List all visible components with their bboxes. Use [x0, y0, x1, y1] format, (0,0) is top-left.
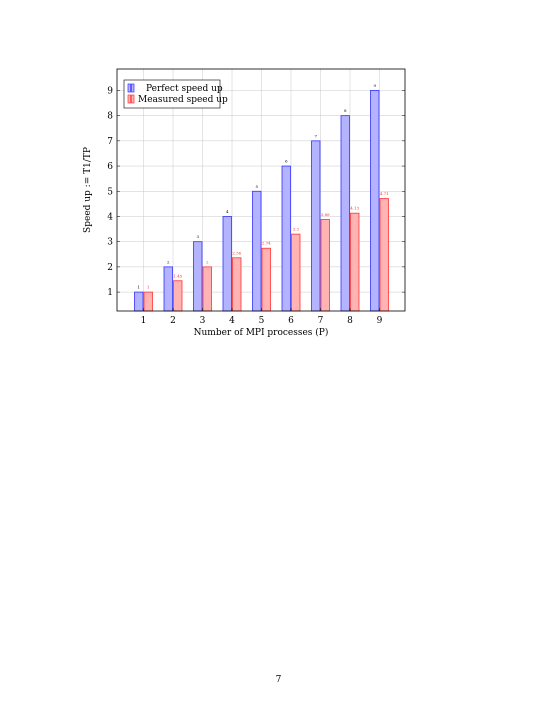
- perfect-speedup-label: 4: [226, 209, 229, 214]
- tick-marks: [117, 90, 405, 311]
- legend-box: [123, 79, 221, 109]
- x-tick-label: 7: [318, 316, 324, 326]
- perfect-speedup-bar: [370, 90, 380, 312]
- perfect-speedup-bar: [134, 291, 144, 312]
- data-labels: 1 2 3 4 5 6 7 8 9 1 1.45 2 2.36 2.74 3.3 3.88 4.13 4.71: [137, 83, 388, 290]
- perfect-speedup-bar: [281, 165, 291, 312]
- x-tick-label: 9: [377, 316, 383, 326]
- x-tick-label: 6: [288, 316, 294, 326]
- measured-speedup-label: 3.88: [321, 212, 330, 217]
- x-axis-label: Number of MPI processes (P): [194, 327, 329, 338]
- x-tick-label: 1: [141, 316, 147, 326]
- legend-entry: Perfect speed up: [146, 84, 223, 94]
- measured-speedup-bar: [232, 257, 242, 312]
- perfect-speedup-label: 6: [285, 159, 288, 164]
- legend-swatch: [127, 94, 131, 104]
- y-tick-label: 4: [107, 212, 113, 222]
- measured-speedup-label: 4.71: [380, 191, 389, 196]
- perfect-speedup-bar: [163, 266, 173, 312]
- y-tick-label: 9: [107, 86, 113, 96]
- measured-speedup-label: 2: [206, 259, 209, 264]
- perfect-speedup-bar: [311, 140, 321, 312]
- y-axis-label: Speed up := T1/TP: [83, 147, 93, 233]
- measured-speedup-bar: [379, 198, 389, 312]
- page-number: 7: [275, 675, 282, 685]
- perfect-speedup-label: 3: [196, 234, 199, 239]
- x-tick-label: 2: [170, 316, 176, 326]
- plot-frame: [116, 68, 406, 312]
- perfect-speedup-bar: [193, 241, 203, 312]
- y-tick-label: 3: [107, 238, 113, 248]
- measured-speedup-bar: [143, 291, 153, 312]
- measured-speedup-label: 1: [147, 285, 150, 290]
- measured-speedup-bar: [261, 247, 271, 312]
- measured-speedup-label: 2.74: [262, 241, 271, 246]
- x-tick-label: 5: [259, 316, 265, 326]
- perfect-speedup-label: 2: [167, 259, 170, 264]
- y-tick-labels: 1 2 3 4 5 6 7 8 9: [107, 86, 113, 298]
- measured-speedup-bar: [202, 266, 212, 312]
- measured-speedup-label: 1.45: [173, 273, 182, 278]
- perfect-speedup-label: 1: [137, 285, 140, 290]
- x-tick-labels: 1 2 3 4 5 6 7 8 9: [141, 316, 383, 326]
- legend-swatch: [131, 94, 135, 104]
- measured-speedup-label: 2.36: [232, 250, 241, 255]
- measured-speedup-bar: [320, 219, 330, 312]
- perfect-speedup-label: 7: [314, 133, 317, 138]
- x-tick-label: 8: [347, 316, 353, 326]
- measured-speedup-bar: [350, 212, 360, 312]
- perfect-speedup-label: 5: [255, 184, 258, 189]
- perfect-speedup-bar: [340, 115, 350, 312]
- y-tick-label: 6: [107, 162, 113, 172]
- y-tick-label: 8: [107, 112, 113, 122]
- perfect-speedup-label: 9: [373, 83, 376, 88]
- perfect-speedup-bar: [252, 190, 262, 312]
- measured-speedup-bar: [173, 280, 183, 312]
- measured-speedup-label: 3.3: [293, 227, 300, 232]
- measured-speedup-bar: [291, 233, 301, 312]
- legend-entry: Measured speed up: [138, 95, 228, 105]
- legend-swatch: [131, 83, 135, 93]
- y-tick-label: 2: [107, 263, 113, 273]
- x-axis-label-main: Number of MPI processes (P): [194, 327, 329, 338]
- x-tick-label: 4: [229, 316, 235, 326]
- y-tick-label: 1: [107, 288, 113, 298]
- perfect-speedup-label: 8: [344, 108, 347, 113]
- legend-swatch: [127, 83, 131, 93]
- measured-speedup-label: 4.13: [350, 206, 359, 211]
- y-tick-label: 5: [107, 187, 113, 197]
- y-tick-label: 7: [107, 137, 113, 147]
- perfect-speedup-bar: [222, 216, 232, 312]
- x-tick-label: 3: [200, 316, 206, 326]
